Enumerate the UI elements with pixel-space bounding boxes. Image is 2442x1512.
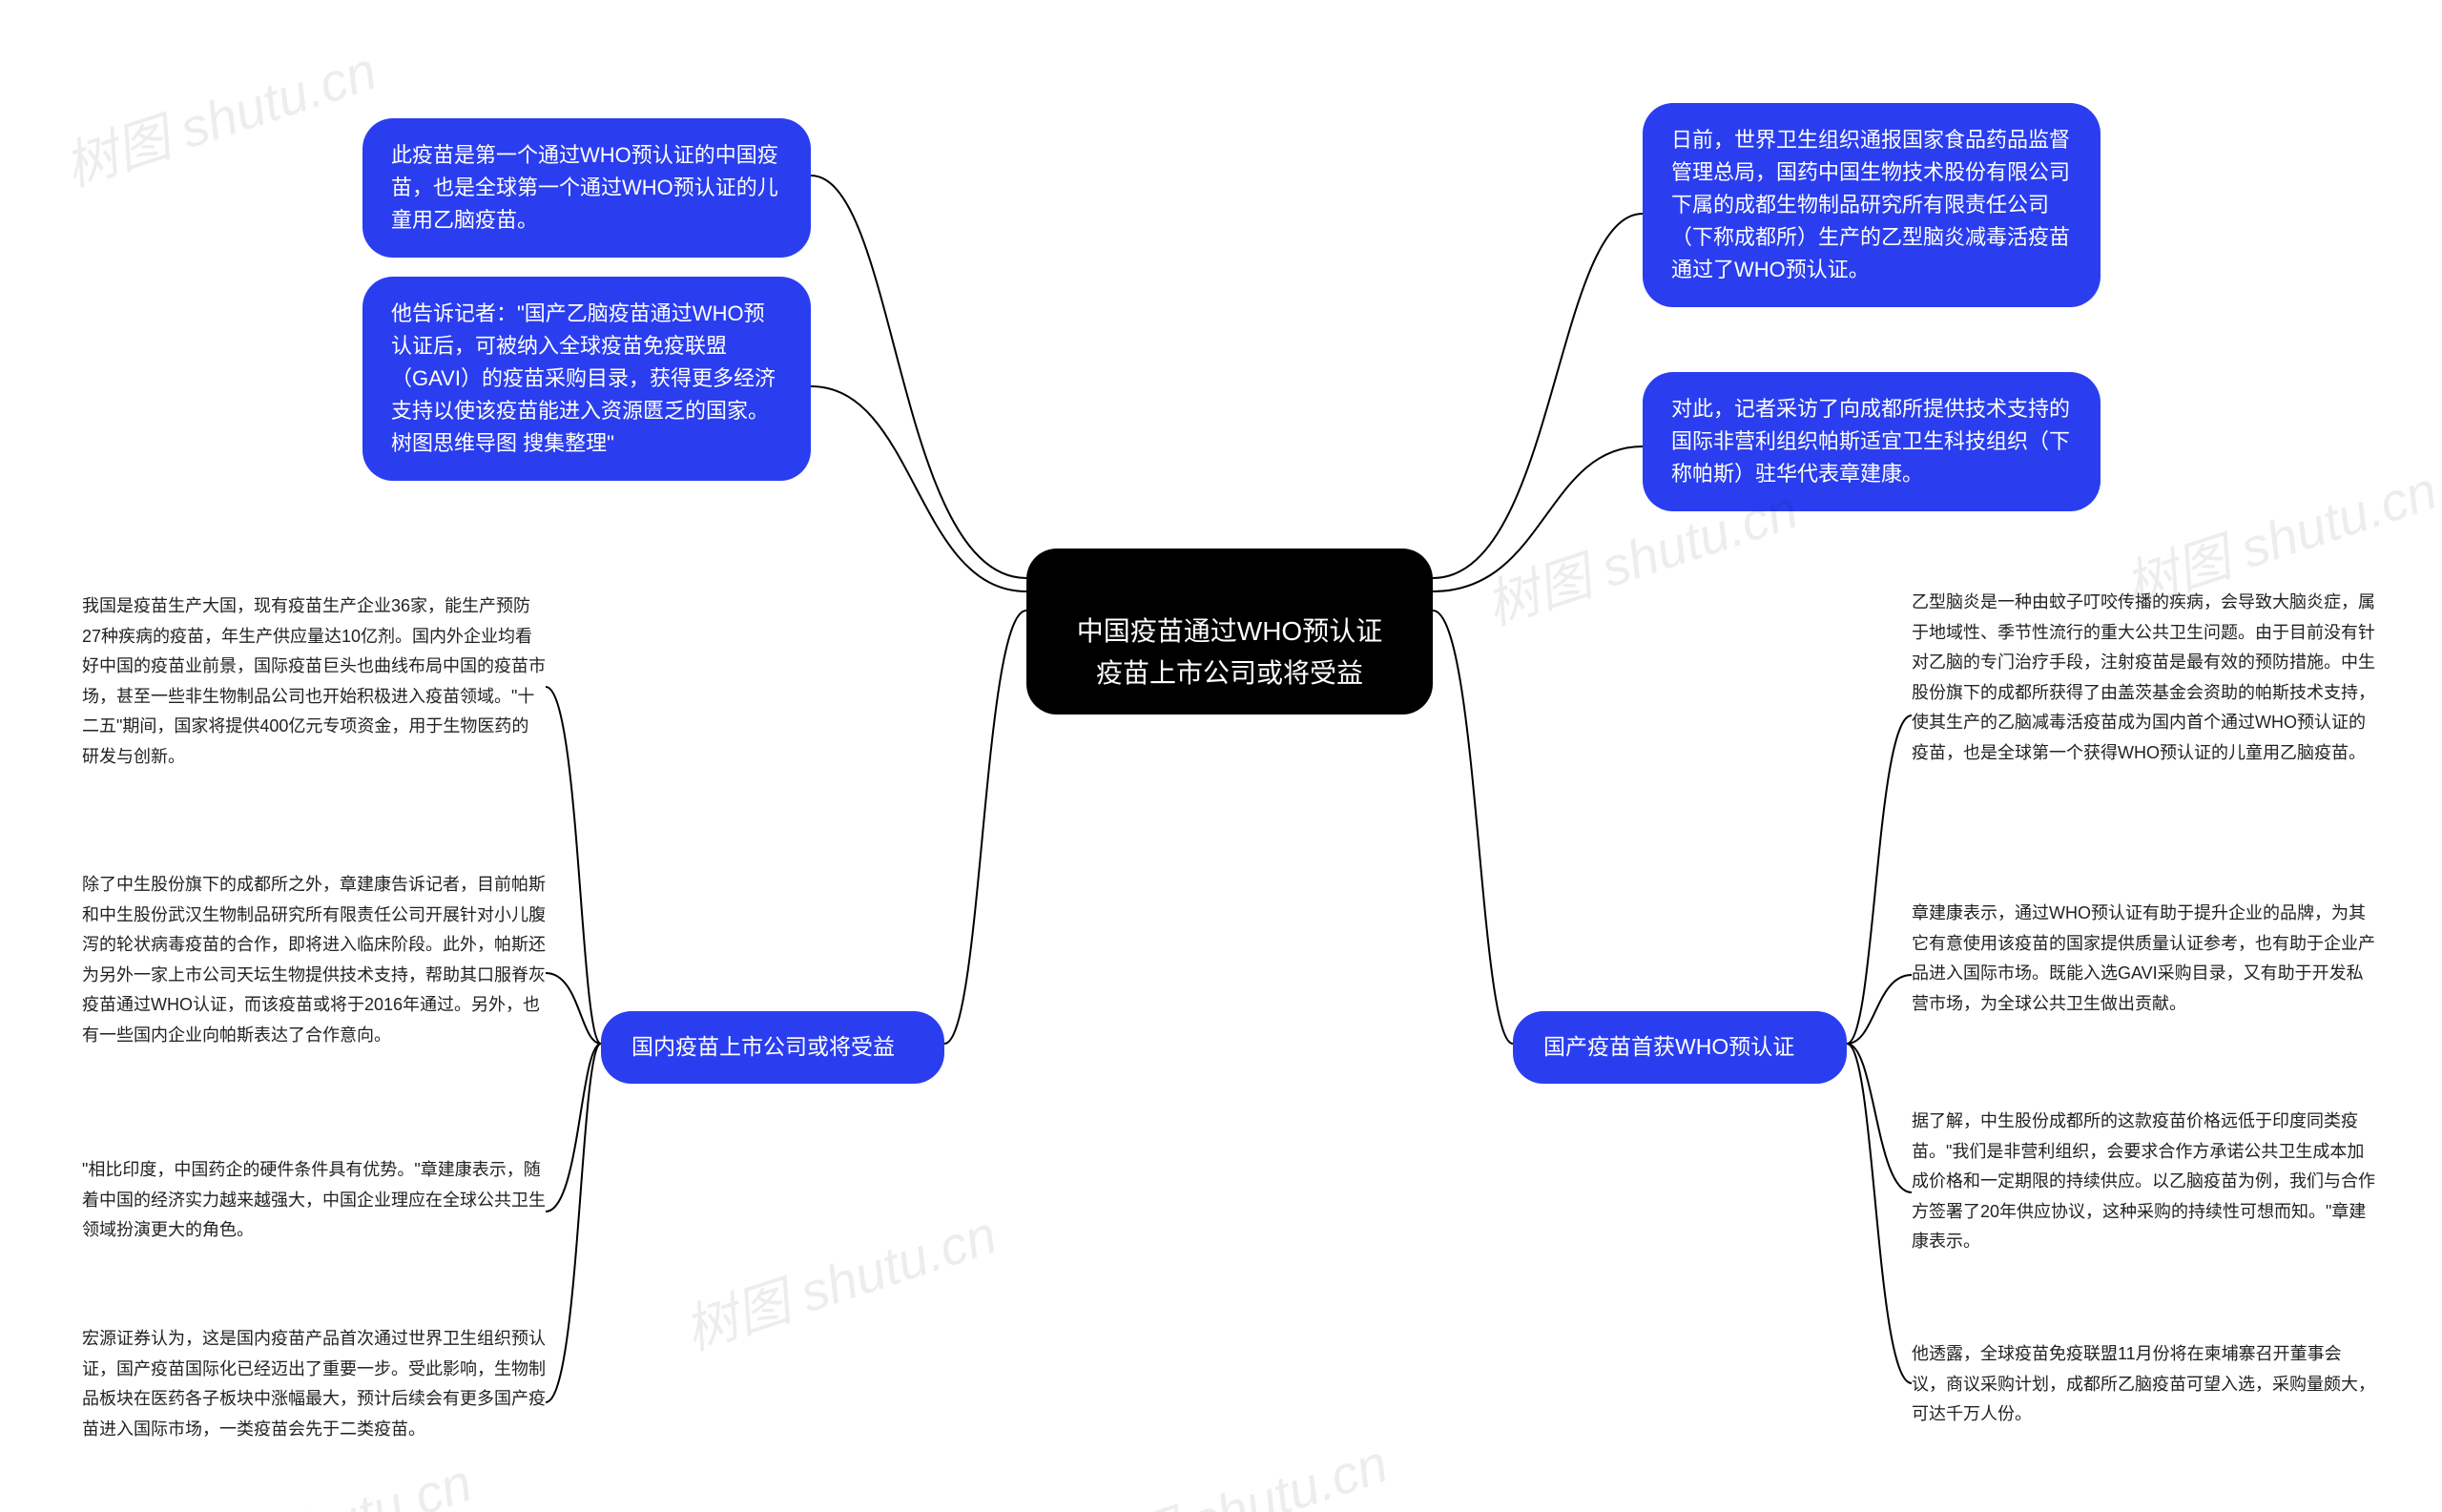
node-text: 国内疫苗上市公司或将受益 xyxy=(631,1034,895,1059)
leaf-text: 章建康表示，通过WHO预认证有助于提升企业的品牌，为其它有意使用该疫苗的国家提供… xyxy=(1912,903,2375,1013)
node-left-hub: 国内疫苗上市公司或将受益 xyxy=(601,1011,944,1084)
node-text: 对此，记者采访了向成都所提供技术支持的国际非营利组织帕斯适宜卫生科技组织（下称帕… xyxy=(1671,397,2070,486)
node-right-blue-1: 日前，世界卫生组织通报国家食品药品监督管理总局，国药中国生物技术股份有限公司下属… xyxy=(1643,103,2101,307)
leaf-left-1: 我国是疫苗生产大国，现有疫苗生产企业36家，能生产预防27种疾病的疫苗，年生产供… xyxy=(82,591,546,772)
leaf-right-4: 他透露，全球疫苗免疫联盟11月份将在柬埔寨召开董事会议，商议采购计划，成都所乙脑… xyxy=(1912,1339,2375,1430)
watermark: 树图 shutu.cn xyxy=(1065,1421,1397,1512)
mindmap-center: 中国疫苗通过WHO预认证 疫苗上市公司或将受益 xyxy=(1026,549,1433,715)
node-text: 他告诉记者："国产乙脑疫苗通过WHO预认证后，可被纳入全球疫苗免疫联盟（GAVI… xyxy=(391,301,776,455)
leaf-text: 乙型脑炎是一种由蚊子叮咬传播的疾病，会导致大脑炎症，属于地域性、季节性流行的重大… xyxy=(1912,592,2375,762)
leaf-text: 宏源证券认为，这是国内疫苗产品首次通过世界卫生组织预认证，国产疫苗国际化已经迈出… xyxy=(82,1329,546,1439)
leaf-left-2: 除了中生股份旗下的成都所之外，章建康告诉记者，目前帕斯和中生股份武汉生物制品研究… xyxy=(82,870,546,1050)
leaf-left-3: "相比印度，中国药企的硬件条件具有优势。"章建康表示，随着中国的经济实力越来越强… xyxy=(82,1155,546,1246)
node-left-blue-2: 他告诉记者："国产乙脑疫苗通过WHO预认证后，可被纳入全球疫苗免疫联盟（GAVI… xyxy=(362,277,811,481)
leaf-left-4: 宏源证券认为，这是国内疫苗产品首次通过世界卫生组织预认证，国产疫苗国际化已经迈出… xyxy=(82,1324,546,1444)
node-right-blue-2: 对此，记者采访了向成都所提供技术支持的国际非营利组织帕斯适宜卫生科技组织（下称帕… xyxy=(1643,372,2101,511)
watermark: 树图 shutu.cn xyxy=(53,29,385,202)
node-left-blue-1: 此疫苗是第一个通过WHO预认证的中国疫苗，也是全球第一个通过WHO预认证的儿童用… xyxy=(362,118,811,258)
leaf-right-1: 乙型脑炎是一种由蚊子叮咬传播的疾病，会导致大脑炎症，属于地域性、季节性流行的重大… xyxy=(1912,588,2375,768)
watermark: 树图 shutu.cn xyxy=(673,1192,1005,1366)
leaf-text: "相比印度，中国药企的硬件条件具有优势。"章建康表示，随着中国的经济实力越来越强… xyxy=(82,1160,546,1239)
leaf-right-2: 章建康表示，通过WHO预认证有助于提升企业的品牌，为其它有意使用该疫苗的国家提供… xyxy=(1912,899,2375,1019)
leaf-text: 据了解，中生股份成都所的这款疫苗价格远低于印度同类疫苗。"我们是非营利组织，会要… xyxy=(1912,1111,2375,1251)
node-right-hub: 国产疫苗首获WHO预认证 xyxy=(1513,1011,1847,1084)
center-text: 中国疫苗通过WHO预认证 疫苗上市公司或将受益 xyxy=(1077,616,1382,687)
leaf-text: 我国是疫苗生产大国，现有疫苗生产企业36家，能生产预防27种疾病的疫苗，年生产供… xyxy=(82,596,546,766)
node-text: 日前，世界卫生组织通报国家食品药品监督管理总局，国药中国生物技术股份有限公司下属… xyxy=(1671,128,2070,281)
leaf-text: 除了中生股份旗下的成都所之外，章建康告诉记者，目前帕斯和中生股份武汉生物制品研究… xyxy=(82,875,546,1045)
watermark: 树图 shutu.cn xyxy=(149,1440,481,1512)
node-text: 此疫苗是第一个通过WHO预认证的中国疫苗，也是全球第一个通过WHO预认证的儿童用… xyxy=(391,143,778,232)
leaf-right-3: 据了解，中生股份成都所的这款疫苗价格远低于印度同类疫苗。"我们是非营利组织，会要… xyxy=(1912,1107,2375,1257)
node-text: 国产疫苗首获WHO预认证 xyxy=(1543,1034,1794,1059)
leaf-text: 他透露，全球疫苗免疫联盟11月份将在柬埔寨召开董事会议，商议采购计划，成都所乙脑… xyxy=(1912,1344,2375,1423)
